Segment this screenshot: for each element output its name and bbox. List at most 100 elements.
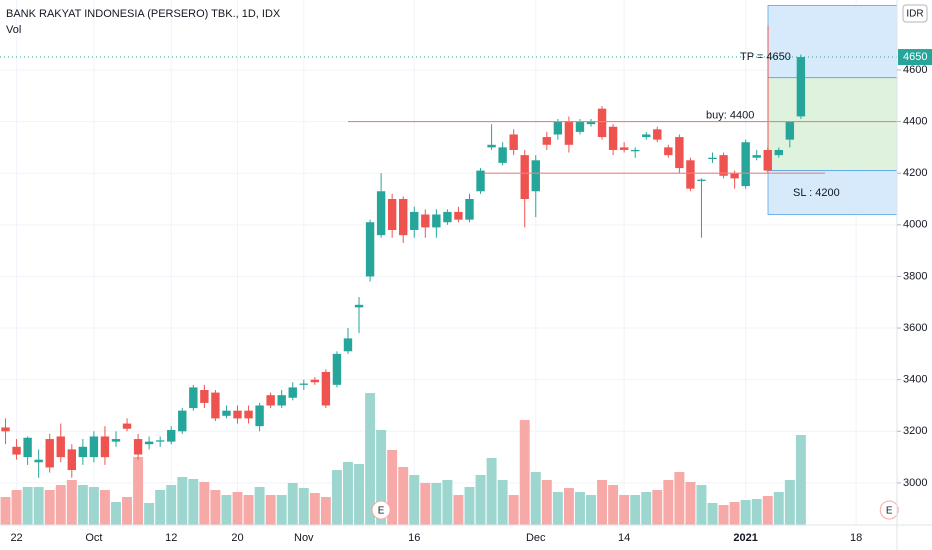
x-tick-label: Nov: [294, 532, 314, 544]
volume-bar: [365, 393, 376, 525]
volume-bar: [232, 492, 243, 525]
candle-body: [642, 134, 651, 138]
candle-body: [45, 439, 54, 468]
volume-bar: [464, 487, 475, 525]
candle-body: [686, 160, 695, 189]
candles: [1, 54, 806, 478]
candle-body: [630, 149, 640, 152]
volume-bar: [608, 485, 619, 525]
currency[interactable]: IDR: [906, 9, 923, 20]
position-zone: [767, 170, 898, 215]
last-price-label: 4650: [903, 51, 927, 63]
candle-body: [244, 410, 253, 419]
annotations: TP2: 4850 TP = 4650 buy: 4400 SL : 4200 E E: [0, 0, 899, 520]
candle-body: [34, 459, 43, 463]
candle-body: [531, 160, 540, 192]
annotation: TP = 4650: [740, 51, 791, 63]
y-tick-label: 4200: [903, 167, 927, 179]
candle-body: [23, 437, 32, 458]
candle-body: [575, 121, 585, 132]
annotation: SL : 4200: [793, 187, 840, 199]
y-tick-label: 3600: [903, 322, 927, 334]
volume-bar: [762, 496, 773, 525]
volume-bar: [144, 503, 155, 525]
currency-box[interactable]: [902, 4, 928, 23]
volume-bar: [188, 479, 199, 525]
candle-body: [100, 436, 110, 458]
x-tick-label: 14: [618, 532, 630, 544]
candle-body: [675, 137, 684, 169]
volume-bar: [740, 500, 751, 525]
volume-bar: [431, 483, 442, 525]
position-zone: [767, 5, 898, 79]
candle-body: [586, 121, 596, 125]
candle-body: [255, 405, 264, 427]
y-tick-label: 4400: [903, 115, 927, 127]
chart-title: BANK RAKYAT INDONESIA (PERSERO) TBK., 1D…: [6, 8, 281, 20]
volume-bar: [177, 477, 188, 525]
candle-body: [697, 179, 706, 181]
volume: [0, 393, 806, 525]
candle-body: [387, 199, 397, 230]
candle-body: [89, 436, 99, 458]
candle-body: [178, 410, 187, 432]
candle-body: [222, 410, 231, 416]
volume-bar: [398, 467, 409, 525]
candle-body: [487, 144, 496, 148]
volume-bar: [33, 487, 44, 525]
candle-body: [122, 423, 132, 429]
zones: [767, 5, 898, 215]
candle-body: [376, 191, 386, 236]
candle-body: [432, 214, 441, 228]
volume-bar: [619, 495, 630, 525]
candle-body: [708, 157, 717, 159]
candle-body: [155, 440, 165, 442]
volume-bar: [663, 480, 674, 525]
candle-body: [133, 439, 143, 455]
candle-body: [465, 199, 474, 220]
y-tick-label: 3200: [903, 425, 927, 437]
x-tick-label: 16: [408, 532, 420, 544]
annotation: TP2: 4850: [786, 0, 837, 1]
annotation: buy: 4400: [706, 109, 754, 121]
x-tick-label: 2021: [733, 532, 757, 544]
candle-body: [354, 304, 364, 308]
volume-bar: [541, 480, 552, 525]
candle-body: [189, 387, 198, 409]
volume-bar: [641, 492, 652, 525]
candle-body: [498, 147, 507, 163]
candle-body: [564, 121, 574, 145]
volume-bar: [309, 493, 320, 525]
volume-label: Vol: [6, 24, 21, 36]
candle-body: [763, 149, 772, 171]
volume-bar: [166, 485, 177, 525]
candle-body: [785, 121, 795, 140]
volume-bar: [420, 483, 431, 525]
volume-bar: [210, 490, 221, 525]
y-tick-label: 3400: [903, 374, 927, 386]
x-tick-label: 12: [165, 532, 177, 544]
candle-body: [56, 436, 65, 458]
candle-body: [476, 170, 485, 192]
volume-bar: [652, 490, 663, 525]
x-tick-label: 18: [850, 532, 862, 544]
volume-bar: [574, 492, 585, 525]
volume-bar: [254, 487, 265, 525]
volume-bar: [376, 430, 387, 525]
volume-bar: [276, 495, 287, 525]
candle-body: [597, 108, 607, 138]
volume-bar: [486, 458, 497, 525]
candle-body: [233, 410, 242, 419]
volume-bar: [497, 480, 508, 525]
volume-bar: [442, 480, 453, 525]
candle-body: [741, 142, 750, 187]
axes: 3000 3200 3400 3600 3800 4000 4200 4400 4600 22 Oc…: [10, 49, 932, 544]
volume-bar: [331, 470, 342, 525]
volume-bar: [475, 475, 486, 525]
volume-bar: [88, 487, 99, 525]
volume-bar: [199, 482, 210, 525]
volume-bar: [0, 497, 11, 525]
candle-body: [12, 446, 21, 455]
candle-body: [321, 371, 331, 406]
